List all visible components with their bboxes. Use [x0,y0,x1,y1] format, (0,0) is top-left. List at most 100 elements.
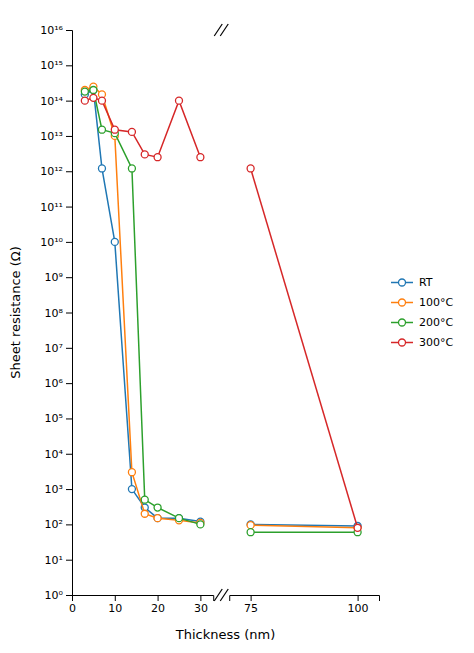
legend-item: 200°C [391,316,453,329]
data-point [175,515,182,522]
data-point [90,86,97,93]
y-tick: 10⁶ [45,377,72,390]
y-tick-label: 10⁸ [45,307,64,320]
series-line [85,90,201,524]
data-point [175,515,182,522]
axis-break-mark [220,589,228,601]
data-point [141,510,148,517]
legend-label: 100°C [419,296,453,309]
y-tick-mark [66,242,72,243]
x-tick-label: 20 [151,602,165,615]
y-tick-mark [66,348,72,349]
axis-break-mark [220,24,228,36]
data-point [128,469,135,476]
y-tick: 10⁵ [45,412,72,425]
y-tick-mark [66,136,72,137]
x-axis-line [230,596,380,602]
data-point [111,238,118,245]
x-tick: 10 [108,595,122,615]
y-tick-mark [66,30,72,31]
y-tick: 10⁷ [45,342,72,355]
data-point [128,486,135,493]
legend-item: 100°C [391,296,453,309]
data-point [111,126,118,133]
y-tick: 10⁰ [45,589,72,602]
y-tick-label: 10¹³ [40,130,63,143]
y-tick: 10⁴ [45,448,72,461]
y-tick: 10¹ [45,554,72,567]
data-point [128,165,135,172]
y-tick-label: 10² [45,518,63,531]
y-axis: 10⁰ 10¹ 10² 10³ 10⁴ 10⁵ 10⁶ 10⁷ 10⁸ 10⁹ 10¹⁰ 10¹¹ 10… [40,24,72,602]
data-point [175,97,182,104]
x-tick: 0 [69,595,76,615]
data-point [354,524,361,531]
legend-marker [399,299,406,306]
x-tick-label: 100 [348,602,369,615]
x-tick-mark [200,595,201,601]
x-axis-line [73,596,214,602]
x-tick-mark [158,595,159,601]
y-tick: 10¹⁰ [40,236,72,249]
y-tick-label: 10⁰ [45,589,64,602]
legend-marker [399,279,406,286]
y-tick: 10⁸ [45,307,72,320]
y-tick-label: 10⁵ [45,412,63,425]
series-line [251,168,358,527]
y-tick-label: 10⁶ [45,377,64,390]
x-tick-label: 10 [108,602,122,615]
y-tick: 10⁹ [45,271,72,284]
x-tick-mark [358,595,359,601]
series-segment [247,165,361,536]
data-point [154,504,161,511]
data-point [247,522,254,529]
x-tick: 100 [348,595,369,615]
legend-label: 300°C [419,336,453,349]
y-tick-label: 10⁷ [45,342,63,355]
data-point [154,515,161,522]
x-tick-mark [115,595,116,601]
y-tick-mark [66,418,72,419]
series-segment [81,83,204,528]
y-tick: 10¹³ [40,130,72,143]
y-tick-label: 10³ [45,483,63,496]
y-tick-mark [66,595,72,596]
y-tick-label: 10¹¹ [40,201,63,214]
data-point [247,521,254,528]
y-tick-mark [66,313,72,314]
y-tick-mark [66,277,72,278]
data-point [98,97,105,104]
x-tick: 30 [194,595,208,615]
data-point [98,126,105,133]
y-tick-mark [66,489,72,490]
y-tick-mark [66,383,72,384]
data-point [98,165,105,172]
y-tick-label: 10¹⁵ [40,59,63,72]
y-tick: 10³ [45,483,72,496]
y-tick-mark [66,524,72,525]
data-point [90,86,97,93]
y-tick-mark [66,207,72,208]
y-tick-label: 10⁴ [45,448,64,461]
y-tick-mark [66,65,72,66]
data-point [197,521,204,528]
y-tick: 10¹¹ [40,201,72,214]
data-point [154,154,161,161]
series-line [251,531,358,533]
data-point [128,128,135,135]
y-axis-line [66,31,73,596]
axis-break [214,24,228,601]
y-tick-mark [66,454,72,455]
series-line [251,525,358,528]
y-tick: 10¹⁵ [40,59,72,72]
y-tick: 10¹² [40,165,72,178]
x-axis: 0 10 20 30 [69,595,214,615]
series-line [85,98,201,157]
data-point [247,165,254,172]
x-tick: 75 [244,595,258,615]
plot-area: 01020307510010⁰10¹10²10³10⁴10⁵10⁶10⁷10⁸1… [8,24,453,642]
x-tick: 20 [151,595,165,615]
y-tick: 10¹⁴ [40,95,72,108]
x-axis-title: Thickness (nm) [175,627,275,642]
legend-label: RT [419,276,433,289]
